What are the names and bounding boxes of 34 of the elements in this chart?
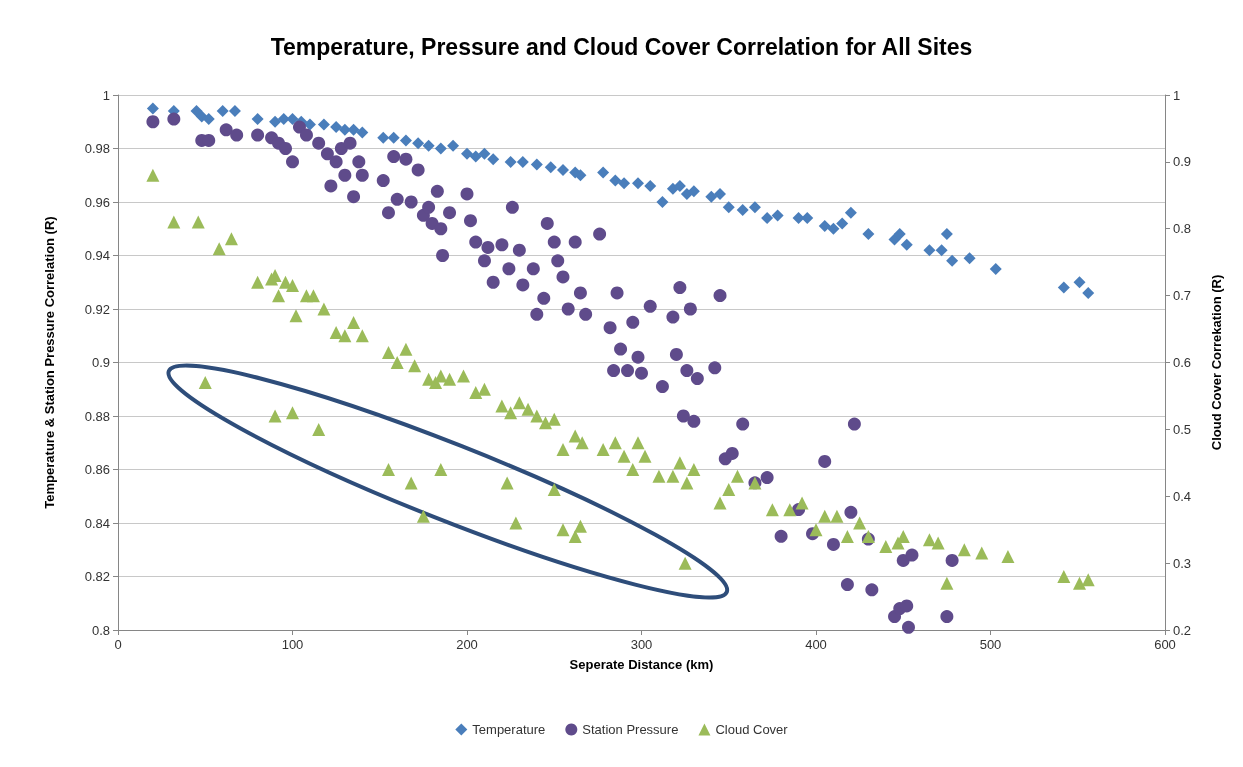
y-axis-title: Temperature & Station Pressure Correlation (R) xyxy=(42,216,57,509)
legend-label: Temperature xyxy=(472,722,546,737)
y-tick-label: 0.9 xyxy=(91,355,110,370)
y2-tick-label: 0.6 xyxy=(1173,355,1192,370)
legend-label: Station Pressure xyxy=(582,722,679,737)
y-tick-label: 0.8 xyxy=(91,622,110,638)
x-tick-label: 0 xyxy=(114,637,122,652)
y-tick-label: 0.94 xyxy=(84,248,110,263)
y-tick-label: 0.96 xyxy=(84,194,110,210)
y2-tick-label: 0.2 xyxy=(1173,622,1192,638)
x-tick-label: 100 xyxy=(281,637,304,652)
x-tick-label: 400 xyxy=(805,637,827,652)
x-tick-label: 300 xyxy=(630,637,653,652)
y2-tick-label: 0.9 xyxy=(1173,154,1192,170)
legend-label: Cloud Cover xyxy=(715,722,789,737)
y2-tick-label: 0.7 xyxy=(1173,288,1192,304)
y-tick-label: 0.88 xyxy=(84,408,110,424)
y2-tick-label: 0.4 xyxy=(1173,488,1192,504)
y-tick-label: 1 xyxy=(102,87,110,103)
x-tick-label: 500 xyxy=(979,637,1002,652)
y-tick-label: 0.98 xyxy=(84,141,110,156)
y2-tick-label: 0.5 xyxy=(1173,421,1192,437)
x-axis-title: Seperate Distance (km) xyxy=(569,657,714,672)
chart-title: Temperature, Pressure and Cloud Cover Correlation for All Sites xyxy=(270,33,973,60)
y2-tick-label: 1 xyxy=(1173,87,1181,103)
y2-tick-label: 0.8 xyxy=(1173,221,1192,237)
x-tick-label: 600 xyxy=(1154,637,1176,652)
y2-tick-label: 0.3 xyxy=(1173,555,1192,571)
y2-axis-title: Cloud Cover Correkation (R) xyxy=(1209,274,1224,451)
y-tick-label: 0.82 xyxy=(84,569,110,584)
y-tick-label: 0.84 xyxy=(84,515,110,531)
y-tick-label: 0.86 xyxy=(84,462,110,477)
y-tick-label: 0.92 xyxy=(84,301,110,317)
x-tick-label: 200 xyxy=(456,637,478,652)
